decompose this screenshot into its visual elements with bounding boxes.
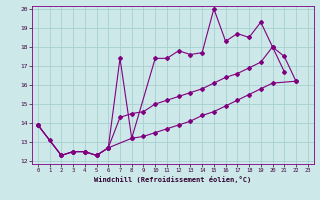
X-axis label: Windchill (Refroidissement éolien,°C): Windchill (Refroidissement éolien,°C) [94,176,252,183]
